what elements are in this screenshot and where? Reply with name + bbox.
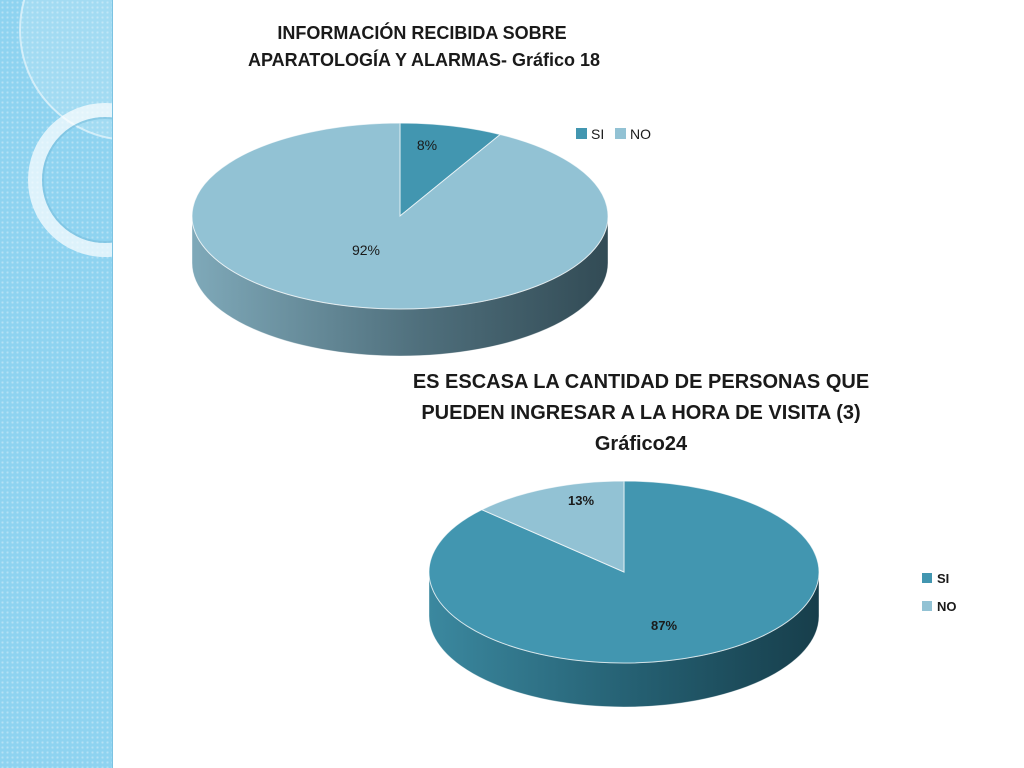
pie-chart-grafico-18: INFORMACIÓN RECIBIDA SOBRE APARATOLOGÍA … xyxy=(191,22,651,357)
decorative-circles xyxy=(19,0,112,257)
data-label: 92% xyxy=(352,242,380,258)
decorative-side-strip xyxy=(0,0,113,768)
pie-chart-grafico-24: ES ESCASA LA CANTIDAD DE PERSONAS QUE PU… xyxy=(413,371,957,708)
data-label: 8% xyxy=(417,137,437,153)
pie-slices xyxy=(428,480,820,708)
chart-title-line: PUEDEN INGRESAR A LA HORA DE VISITA (3) xyxy=(421,402,860,424)
chart-title-line: INFORMACIÓN RECIBIDA SOBRE xyxy=(277,22,566,43)
legend-swatch-si xyxy=(576,128,587,139)
legend-swatch-no xyxy=(615,128,626,139)
chart-legend: SI NO xyxy=(576,126,651,142)
chart-legend: SI NO xyxy=(922,571,957,614)
legend-swatch-si xyxy=(922,573,932,583)
pie-slice-si xyxy=(399,122,502,218)
legend-label: NO xyxy=(937,599,957,614)
legend-label: SI xyxy=(937,571,949,586)
pie-slices xyxy=(191,122,609,357)
legend-label: SI xyxy=(591,126,604,142)
legend-label: NO xyxy=(630,126,651,142)
pie-slice-no xyxy=(480,480,625,573)
data-label: 87% xyxy=(651,618,677,633)
chart-title-line: APARATOLOGÍA Y ALARMAS- Gráfico 18 xyxy=(248,49,600,70)
chart-title-line: ES ESCASA LA CANTIDAD DE PERSONAS QUE xyxy=(413,371,869,393)
chart-title-line: Gráfico24 xyxy=(595,433,688,455)
pie-slice-no xyxy=(191,122,609,310)
legend-swatch-no xyxy=(922,601,932,611)
data-label: 13% xyxy=(568,493,594,508)
